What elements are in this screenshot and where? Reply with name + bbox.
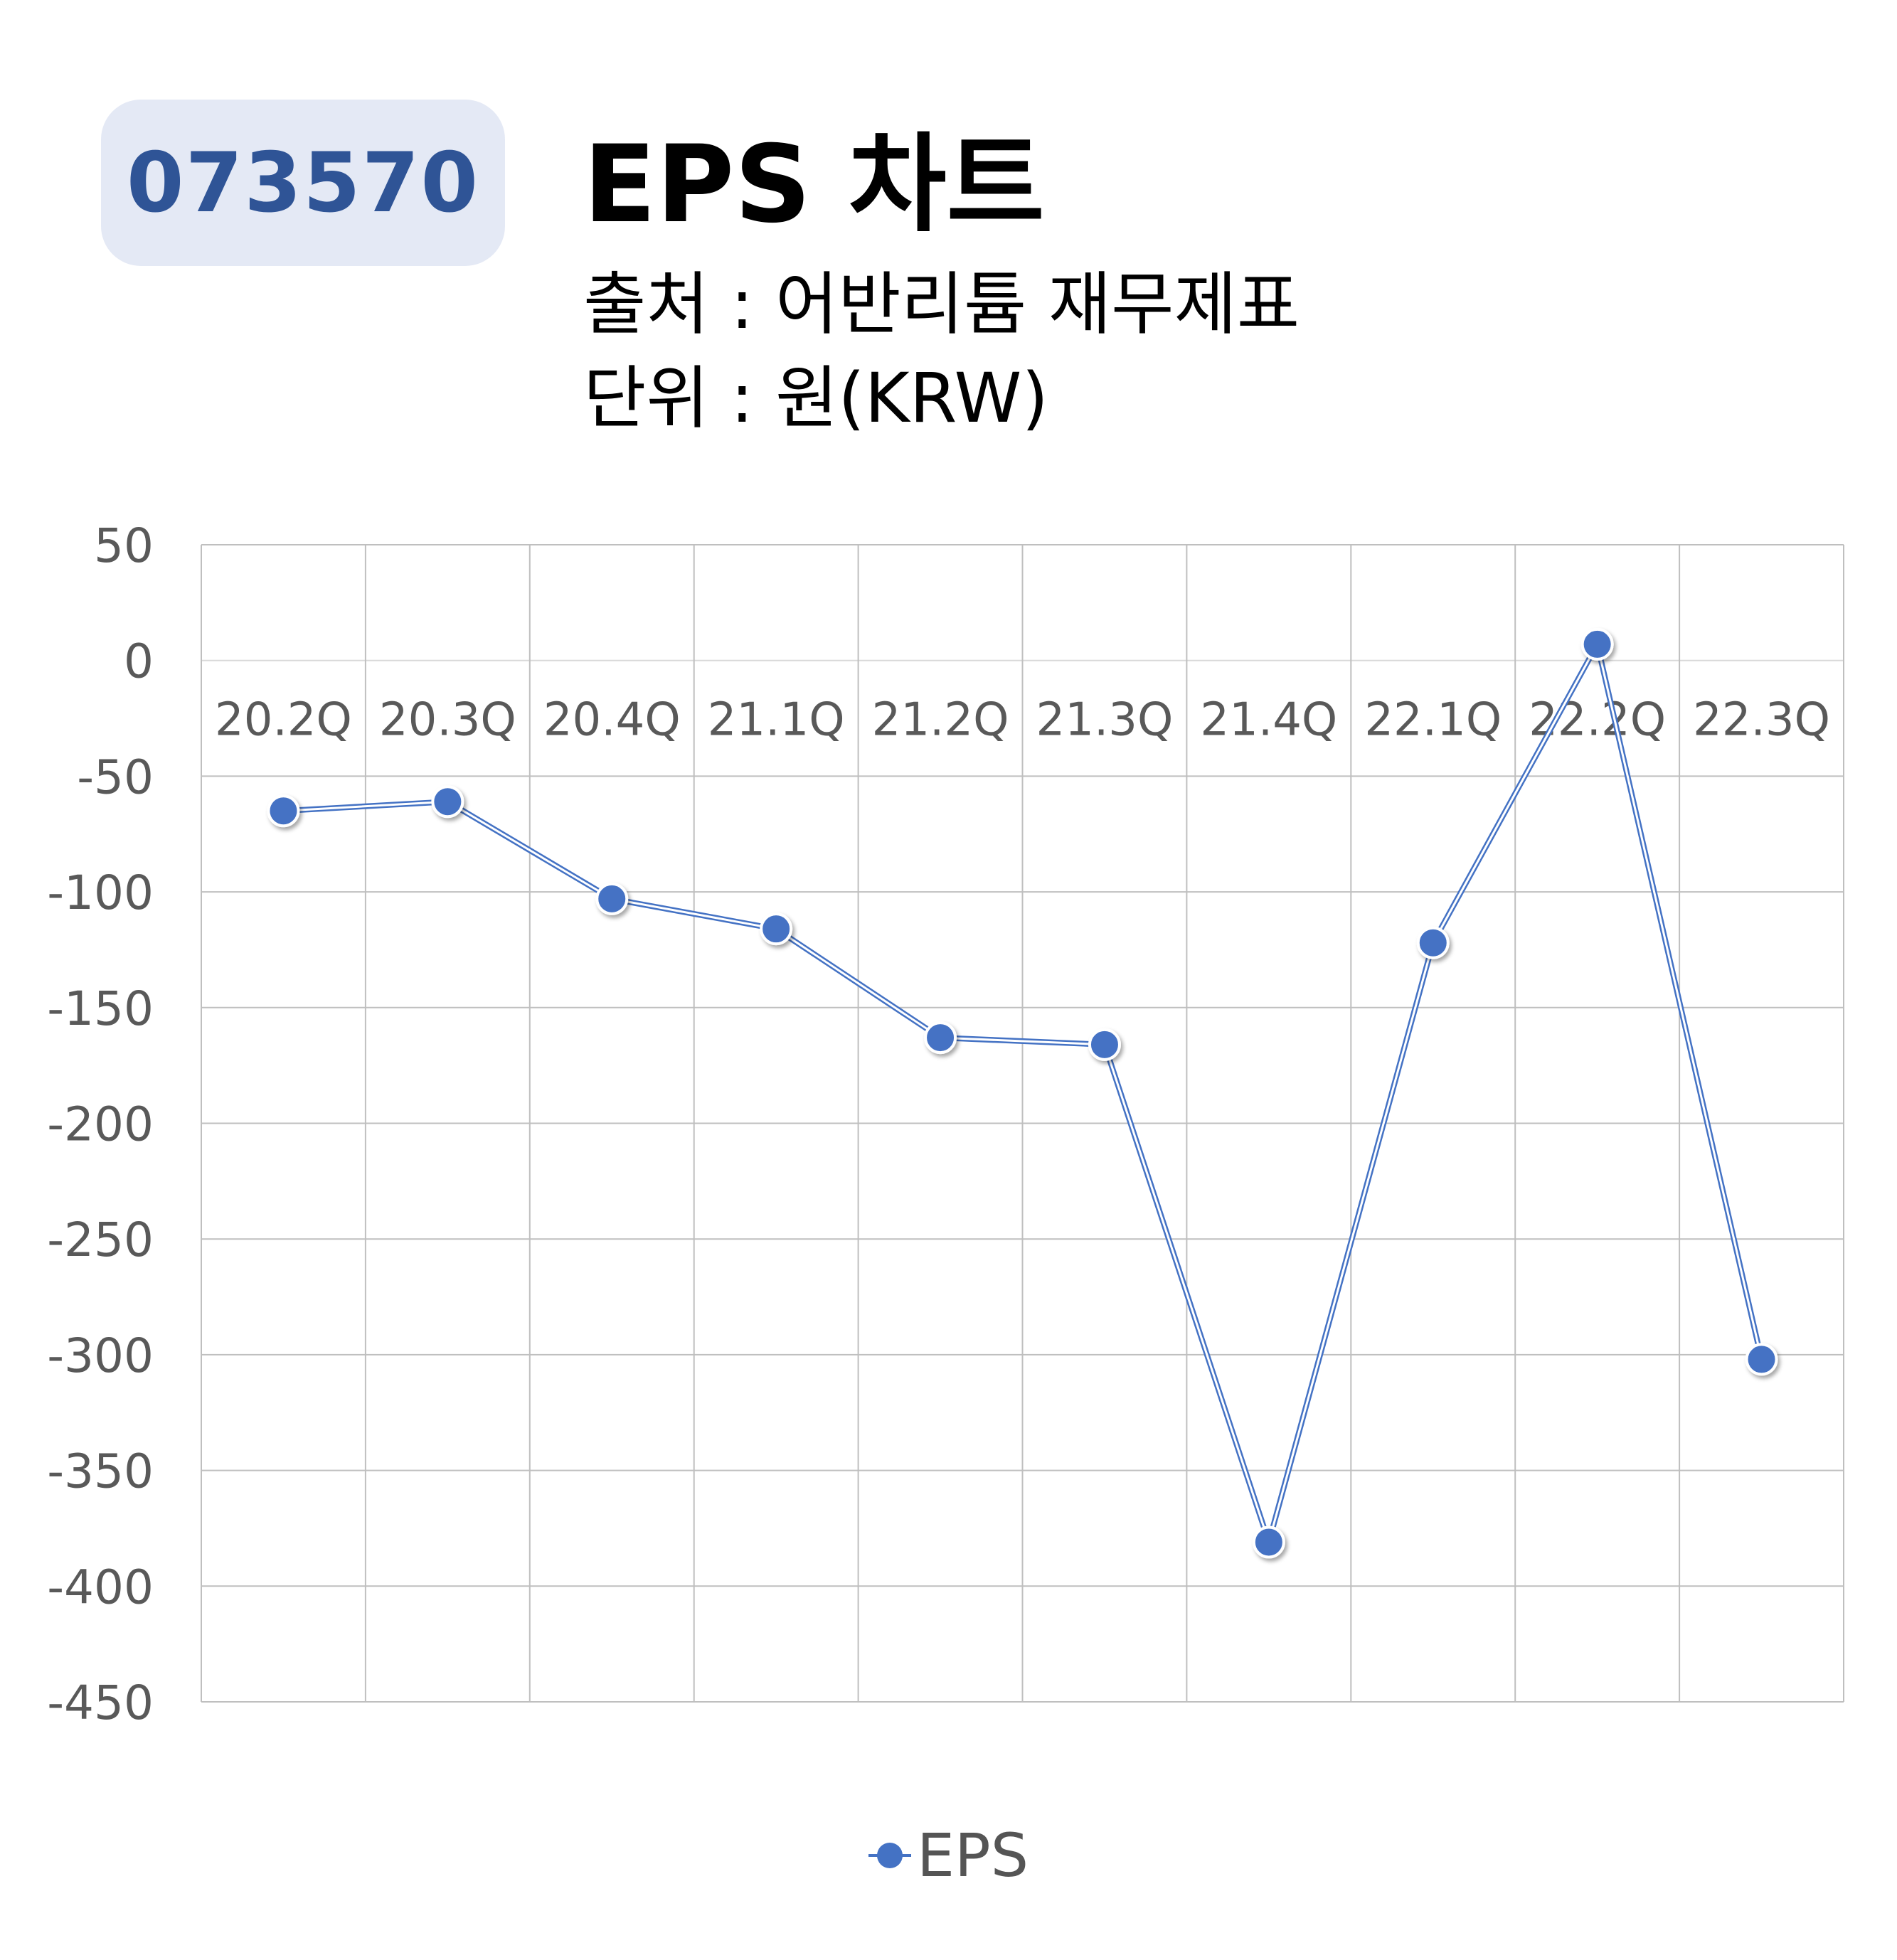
data-point [1580,627,1614,661]
data-point [431,785,464,819]
x-tick-label: 20.3Q [379,694,516,747]
y-tick-label: 50 [94,518,154,573]
series-eps-line-highlight [283,643,1763,1543]
x-tick-label: 21.4Q [1200,694,1337,747]
legend-label-eps: EPS [916,1821,1029,1890]
source-note: 출처 : 어반리튬 재무제표 [583,265,1300,344]
chart-title: EPS 차트 [583,123,1045,247]
x-tick-label: 22.2Q [1529,694,1666,747]
x-axis: 20.2Q 20.3Q 20.4Q 21.1Q 21.2Q 21.3Q 21.4Q 22.1Q… [215,694,1830,747]
y-tick-label: -200 [47,1097,154,1152]
data-point [924,1021,957,1055]
y-tick-label: -100 [47,866,154,920]
data-point [267,794,300,828]
data-point [1745,1343,1778,1376]
data-point [1252,1525,1285,1559]
ticker-code: 073570 [126,134,480,231]
chart-grid [201,544,1844,1703]
y-tick-label: -400 [47,1560,154,1614]
y-tick-label: -300 [47,1328,154,1383]
x-tick-label: 21.2Q [872,694,1009,747]
data-point [595,882,629,915]
unit-note: 단위 : 원(KRW) [583,358,1048,438]
data-point [760,912,793,946]
y-tick-label: -450 [47,1676,154,1730]
x-tick-label: 21.3Q [1036,694,1174,747]
data-point [1416,926,1450,959]
y-tick-label: -250 [47,1213,154,1267]
series-eps [267,627,1778,1559]
legend-marker-icon [868,1834,911,1877]
y-axis: 50 0 -50 -100 -150 -200 -250 -300 -350 -400 -450 [47,518,154,1730]
x-tick-label: 20.4Q [543,694,681,747]
x-tick-label: 21.1Q [708,694,845,747]
ticker-badge: 073570 [101,100,505,266]
x-tick-label: 22.3Q [1693,694,1830,747]
y-tick-label: 0 [124,634,154,689]
chart-legend: EPS [0,1821,1897,1890]
y-tick-label: -150 [47,981,154,1036]
data-point [1088,1028,1121,1061]
y-tick-label: -50 [77,750,154,804]
y-tick-label: -350 [47,1444,154,1499]
x-tick-label: 20.2Q [215,694,352,747]
x-tick-label: 22.1Q [1364,694,1502,747]
